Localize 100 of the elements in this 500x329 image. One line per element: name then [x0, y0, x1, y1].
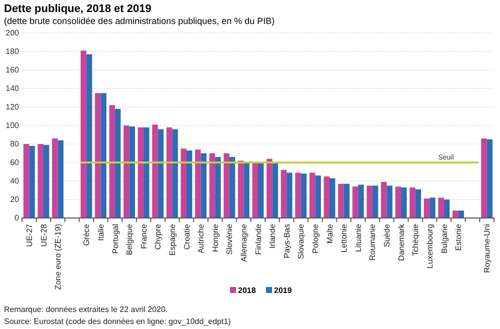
- bar: [215, 156, 221, 218]
- bar: [58, 140, 64, 218]
- bar: [458, 210, 464, 218]
- bar: [158, 129, 164, 218]
- x-tick-label: Slovénie: [225, 223, 234, 255]
- x-tick-label: Finlande: [254, 223, 263, 255]
- legend-label: 2019: [274, 286, 292, 295]
- bar: [358, 184, 364, 218]
- y-tick-label: 160: [6, 66, 20, 75]
- bar: [444, 200, 450, 218]
- bar: [266, 158, 272, 218]
- bar: [138, 127, 144, 218]
- bar: [124, 126, 130, 218]
- x-tick-label: Royaume-Uni: [482, 224, 492, 273]
- bar: [452, 210, 458, 218]
- bar: [52, 138, 58, 218]
- bar: [410, 187, 416, 218]
- bar: [481, 138, 487, 218]
- bar: [229, 156, 236, 218]
- bar: [381, 182, 387, 218]
- bar: [300, 174, 307, 218]
- x-tick-label: Malte: [325, 223, 334, 244]
- bar: [109, 105, 115, 218]
- bar: [180, 148, 186, 218]
- bar: [415, 189, 422, 218]
- chart-title: Dette publique, 2018 et 2019: [4, 3, 152, 15]
- bar: [315, 175, 321, 218]
- x-tick-label: Croatie: [182, 223, 192, 250]
- x-tick-label: France: [139, 223, 148, 249]
- y-tick-label: 80: [10, 140, 20, 149]
- y-tick-label: 20: [10, 195, 20, 204]
- x-tick-label: Lituanie: [354, 223, 363, 252]
- y-tick-label: 120: [6, 102, 20, 112]
- bar: [144, 127, 150, 218]
- bar: [401, 187, 407, 218]
- bar: [395, 186, 402, 218]
- bar: [238, 160, 244, 218]
- bar: [86, 54, 92, 218]
- x-tick-label: Espagne: [168, 223, 177, 256]
- bar: [338, 184, 344, 218]
- x-tick-label: Bulgarie: [440, 223, 449, 254]
- x-tick-label: Lettonie: [340, 223, 349, 252]
- x-tick-label: Pologne: [311, 223, 320, 254]
- bar: [129, 126, 135, 218]
- bar: [366, 186, 372, 218]
- source-note: Source: Eurostat (code des données en ligne: gov_10dd_edpt1): [4, 317, 232, 326]
- bar: [330, 178, 336, 218]
- bar: [100, 93, 106, 218]
- bar: [29, 146, 35, 218]
- bar: [280, 170, 287, 218]
- bar: [94, 93, 101, 218]
- bar: [386, 186, 392, 218]
- x-tick-label: Slovaquie: [296, 223, 306, 260]
- bar: [38, 144, 44, 218]
- bar: [372, 186, 378, 218]
- bar: [186, 150, 192, 218]
- bar: [166, 127, 172, 218]
- y-tick-label: 140: [6, 84, 20, 94]
- bar: [172, 129, 178, 218]
- x-tick-label: Roumanie: [368, 223, 378, 260]
- bar: [224, 153, 230, 218]
- bar: [244, 162, 250, 218]
- x-tick-label: Belgique: [125, 223, 134, 256]
- bar: [352, 186, 358, 218]
- x-tick-label: Zone euro (ZE-19): [54, 224, 63, 290]
- bar: [309, 172, 316, 218]
- bar: [438, 198, 444, 218]
- bar: [344, 184, 350, 218]
- bar: [195, 150, 201, 218]
- bar: [424, 198, 430, 218]
- bar: [80, 50, 86, 218]
- bar: [252, 162, 258, 218]
- x-tick-label: UE-27: [24, 223, 34, 247]
- y-tick-label: 0: [14, 214, 20, 223]
- bar: [486, 139, 493, 218]
- x-tick-label: Portugal: [110, 224, 120, 254]
- bar: [209, 153, 216, 218]
- x-tick-label: Tchéquie: [411, 223, 420, 256]
- x-tick-label: Autriche: [196, 223, 206, 254]
- text: Remarque: données extraites le 22 avril 2020.: [4, 305, 168, 314]
- y-tick-label: 40: [10, 176, 20, 186]
- bar: [430, 198, 436, 218]
- bar: [258, 163, 264, 218]
- x-tick-label: Hongrie: [210, 223, 220, 252]
- x-tick-label: UE-28: [39, 223, 48, 247]
- bar: [152, 124, 158, 218]
- bar: [324, 176, 330, 218]
- chart-subtitle: (dette brute consolidée des administrations publiques, en % du PIB): [4, 16, 275, 26]
- x-tick-label: Grèce: [82, 223, 92, 246]
- x-tick-label: Danemark: [396, 223, 406, 261]
- y-tick-label: 200: [6, 28, 20, 38]
- x-tick-label: Irlande: [268, 223, 278, 248]
- x-tick-label: Allemagne: [239, 223, 248, 262]
- bar: [23, 144, 30, 218]
- bar: [272, 163, 278, 218]
- x-tick-label: Estonie: [454, 223, 464, 251]
- legend-label: 2018: [238, 286, 256, 295]
- x-tick-label: Luxembourg: [425, 224, 434, 268]
- y-tick-label: 100: [6, 121, 20, 130]
- bar: [286, 172, 292, 218]
